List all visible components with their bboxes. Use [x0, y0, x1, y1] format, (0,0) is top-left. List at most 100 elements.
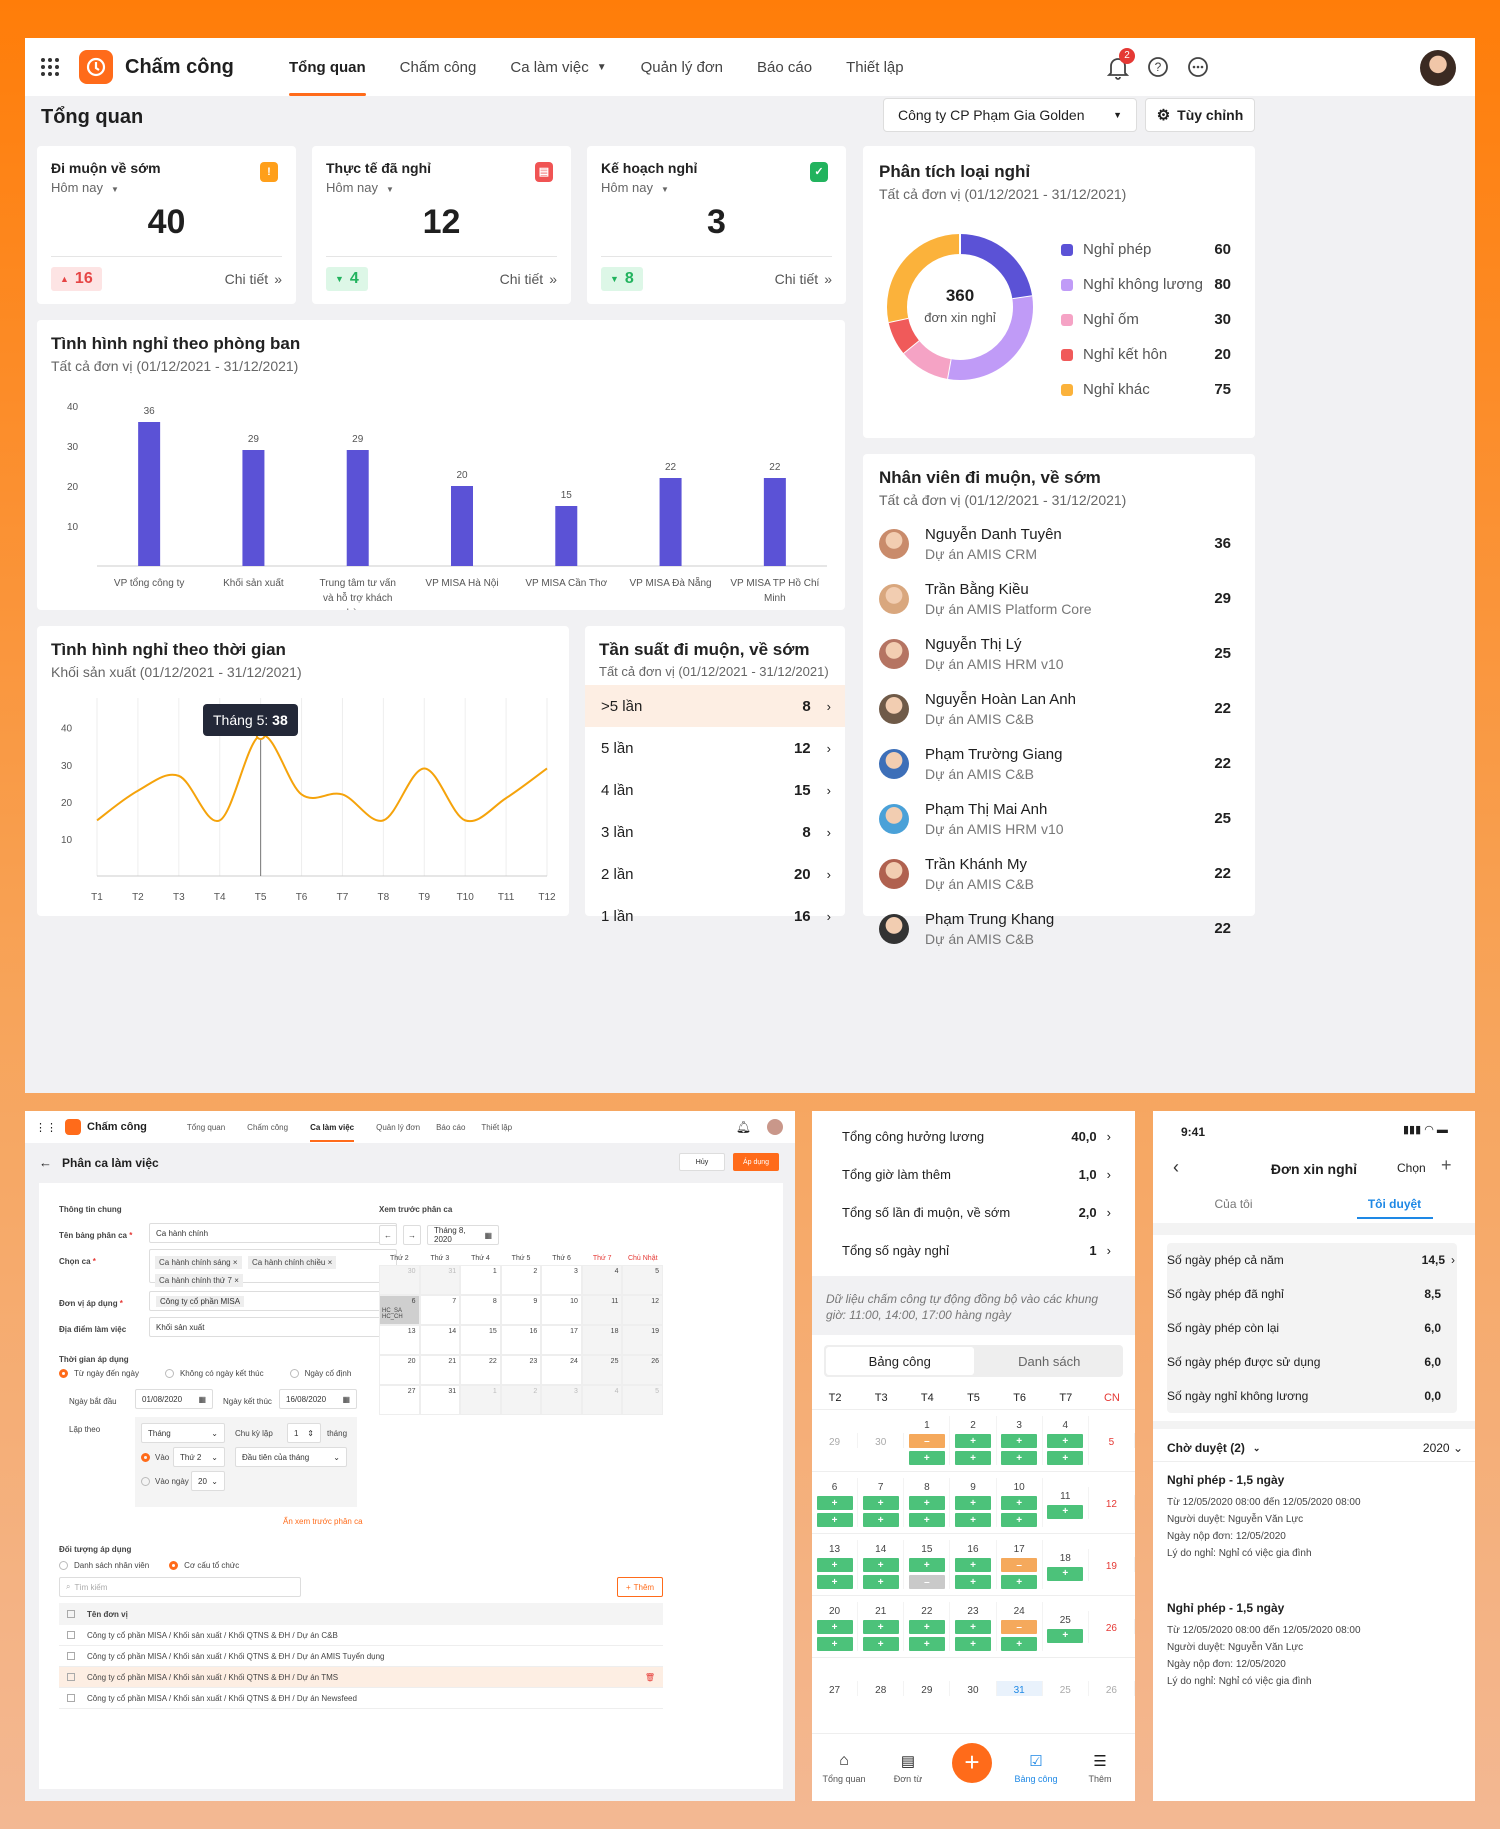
calendar-day[interactable]: 15 + –	[904, 1540, 951, 1589]
table-row[interactable]: Công ty cổ phần MISA / Khối sản xuất / K…	[59, 1625, 663, 1646]
calendar-day[interactable]: 25	[581, 1355, 623, 1385]
calendar-day[interactable]: 31	[419, 1265, 461, 1295]
nav-shifts[interactable]: Ca làm việc	[310, 1113, 355, 1142]
end-date-input[interactable]: 16/08/2020 ▦	[279, 1389, 357, 1409]
location-select[interactable]: Khối sản xuất⌄	[149, 1317, 397, 1337]
tab-overview[interactable]: ⌂ Tổng quan	[812, 1752, 876, 1784]
shift-tag[interactable]: Ca hành chính chiều ×	[247, 1256, 337, 1269]
calendar-day[interactable]: 25 +	[1043, 1610, 1089, 1643]
employee-row[interactable]: Phạm Thị Mai Anh Dự án AMIS HRM v10 25	[863, 791, 1255, 846]
calendar-day[interactable]: 23	[500, 1355, 542, 1385]
calendar-day[interactable]: 9 + +	[950, 1478, 997, 1527]
calendar-day[interactable]: 1– +	[904, 1416, 951, 1465]
calendar-day[interactable]: 15	[460, 1325, 501, 1355]
calendar-day[interactable]: 17	[541, 1325, 582, 1355]
summary-row[interactable]: Tổng số lần đi muộn, về sớm 2,0 ›	[812, 1193, 1135, 1231]
nav-requests[interactable]: Quản lý đơn	[640, 58, 724, 76]
calendar-day[interactable]: 12	[622, 1295, 664, 1325]
employee-row[interactable]: Trần Khánh My Dự án AMIS C&B 22	[863, 846, 1255, 901]
calendar-day[interactable]: 4 + +	[1043, 1416, 1089, 1465]
year-select[interactable]: 2020 ⌄	[1422, 1441, 1463, 1455]
calendar-day[interactable]: 30	[950, 1681, 997, 1696]
checkbox[interactable]	[67, 1652, 75, 1660]
radio[interactable]	[289, 1369, 299, 1378]
frequency-row[interactable]: 3 lần 8 ›	[585, 811, 845, 853]
company-select[interactable]: Công ty CP Phạm Gia Golden ▼	[883, 98, 1137, 132]
leave-balance-row[interactable]: Số ngày phép cả năm 14,5 ›	[1167, 1243, 1457, 1277]
summary-row[interactable]: Tổng số ngày nghỉ 1 ›	[812, 1231, 1135, 1269]
calendar-day[interactable]: 31	[419, 1385, 461, 1415]
more-icon[interactable]	[1187, 56, 1209, 78]
nav-reports[interactable]: Báo cáo	[436, 1122, 466, 1132]
calendar-day[interactable]: 14 + +	[858, 1540, 905, 1589]
add-fab[interactable]: +	[940, 1742, 1004, 1783]
nav-timekeeping[interactable]: Chấm công	[399, 58, 477, 76]
calendar-day[interactable]: 2 + +	[950, 1416, 997, 1465]
weekday-select[interactable]: Thứ 2 ⌄	[173, 1447, 225, 1467]
detail-link[interactable]: Chi tiết»	[499, 271, 557, 287]
leave-balance-row[interactable]: Số ngày phép đã nghỉ 8,5	[1167, 1277, 1457, 1311]
tab-requests[interactable]: ▤ Đơn từ	[876, 1752, 940, 1784]
pending-header[interactable]: Chờ duyệt (2) ⌄ 2020 ⌄	[1167, 1441, 1463, 1455]
calendar-day[interactable]: 18	[581, 1325, 623, 1355]
app-grid-icon[interactable]	[41, 58, 59, 76]
apply-button[interactable]: Áp dụng	[733, 1153, 779, 1171]
repeat-unit-select[interactable]: Tháng ⌄	[141, 1423, 225, 1443]
leave-request[interactable]: Nghỉ phép - 1,5 ngày Từ 12/05/2020 08:00 …	[1167, 1473, 1463, 1601]
frequency-row[interactable]: 1 lần 16 ›	[585, 895, 845, 937]
shift-tag[interactable]: Ca hành chính sáng ×	[155, 1256, 242, 1269]
tab-more[interactable]: ☰ Thêm	[1068, 1752, 1132, 1784]
calendar-day[interactable]: 18 +	[1043, 1548, 1089, 1581]
calendar-day[interactable]: 27	[379, 1385, 420, 1415]
calendar-day[interactable]: 21	[419, 1355, 461, 1385]
calendar-day[interactable]: 29	[904, 1681, 951, 1696]
calendar-day[interactable]: 26	[622, 1355, 664, 1385]
nav-timekeeping[interactable]: Chấm công	[247, 1122, 289, 1132]
calendar-day[interactable]: 5	[622, 1385, 664, 1415]
frequency-row[interactable]: 4 lần 15 ›	[585, 769, 845, 811]
prev-arrow-icon[interactable]: ←	[379, 1225, 397, 1245]
add-button[interactable]: + Thêm	[617, 1577, 663, 1597]
shift-name-input[interactable]: Ca hành chính	[149, 1223, 397, 1243]
radio-selected[interactable]	[141, 1453, 150, 1462]
calendar-day[interactable]: 10 + +	[997, 1478, 1043, 1527]
calendar-day[interactable]: 26	[1089, 1681, 1135, 1696]
checkbox[interactable]	[67, 1631, 75, 1639]
week-select[interactable]: Đầu tiên của tháng ⌄	[235, 1447, 347, 1467]
period-select[interactable]: Hôm nay ▼	[51, 180, 282, 195]
table-row[interactable]: Công ty cổ phần MISA / Khối sản xuất / K…	[59, 1646, 663, 1667]
calendar-day[interactable]: 8 + +	[904, 1478, 951, 1527]
unit-select[interactable]: Công ty cổ phần MISA⌄	[149, 1291, 397, 1311]
calendar-day[interactable]: 20	[379, 1355, 420, 1385]
detail-link[interactable]: Chi tiết»	[774, 271, 832, 287]
calendar-day[interactable]: 3	[541, 1265, 582, 1295]
shift-tag[interactable]: Ca hành chính thứ 7 ×	[155, 1274, 243, 1287]
calendar-day[interactable]: 19	[1089, 1557, 1135, 1572]
frequency-row[interactable]: 2 lần 20 ›	[585, 853, 845, 895]
employee-row[interactable]: Nguyễn Danh Tuyên Dự án AMIS CRM 36	[863, 516, 1255, 571]
radio-selected[interactable]	[59, 1369, 68, 1378]
calendar-day[interactable]: 1	[460, 1385, 501, 1415]
nav-settings[interactable]: Thiết lập	[481, 1122, 513, 1132]
shift-tags-select[interactable]: Ca hành chính sáng × Ca hành chính chiều…	[149, 1249, 397, 1287]
detail-link[interactable]: Chi tiết»	[224, 271, 282, 287]
start-date-input[interactable]: 01/08/2020 ▦	[135, 1389, 213, 1409]
calendar-day[interactable]: 5	[622, 1265, 664, 1295]
avatar[interactable]	[1420, 50, 1456, 86]
leave-balance-row[interactable]: Số ngày nghỉ không lương 0,0	[1167, 1379, 1457, 1413]
calendar-day[interactable]: 13 + +	[812, 1540, 859, 1589]
segment-table[interactable]: Bảng công	[826, 1347, 974, 1375]
month-picker[interactable]: Tháng 8, 2020 ▦	[427, 1225, 499, 1245]
nav-overview[interactable]: Tổng quan	[186, 1122, 226, 1132]
nav-overview[interactable]: Tổng quan	[289, 38, 366, 96]
calendar-day[interactable]: 7	[419, 1295, 461, 1325]
back-arrow-icon[interactable]: ←	[39, 1155, 52, 1170]
nav-settings[interactable]: Thiết lập	[846, 58, 904, 76]
calendar-day[interactable]: 16	[500, 1325, 542, 1355]
hide-preview-link[interactable]: Ẩn xem trước phân ca	[283, 1517, 363, 1526]
calendar-day[interactable]: 16 + +	[950, 1540, 997, 1589]
calendar-day[interactable]: 26	[1089, 1619, 1135, 1634]
calendar-day[interactable]: 13	[379, 1325, 420, 1355]
calendar-day[interactable]: 22	[460, 1355, 501, 1385]
calendar-day[interactable]: 5	[1089, 1433, 1135, 1448]
